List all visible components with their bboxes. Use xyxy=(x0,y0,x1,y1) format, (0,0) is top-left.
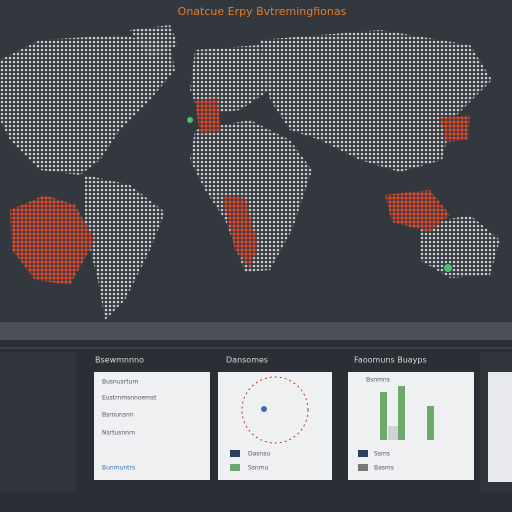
panel-line: Bsnmns xyxy=(366,377,390,384)
south-america xyxy=(85,175,165,320)
map-footer xyxy=(0,322,512,340)
panel-line: Bunmuntrs xyxy=(102,465,135,472)
panel-title: Dansomes xyxy=(226,356,268,365)
legend-swatch xyxy=(230,450,240,457)
panel-3: Faoomuns Buayps Bsnmns Ssms Basms xyxy=(348,356,474,480)
bar xyxy=(380,392,387,440)
panel-line: Eustrnmsnnoemst xyxy=(102,395,157,402)
continents xyxy=(0,25,500,320)
legend-swatch xyxy=(358,464,368,471)
asia xyxy=(260,30,492,172)
sidebar-panel xyxy=(0,352,76,492)
panel-1: Bsewmnnno Busnusrtum Eustrnmsnnoemst Bsr… xyxy=(94,356,210,480)
panel-card xyxy=(94,372,210,480)
panel-line: Bsrounsnn xyxy=(102,412,134,419)
legend-label: Basms xyxy=(374,465,394,472)
marker xyxy=(187,117,193,123)
bar xyxy=(388,426,398,440)
panel-line: Busnusrtum xyxy=(102,379,138,386)
bar xyxy=(427,406,434,440)
panel-line: Nsrtusnnrn xyxy=(102,430,135,437)
bar xyxy=(398,386,405,440)
side-card xyxy=(488,372,512,482)
region-europe xyxy=(195,98,220,134)
legend-swatch xyxy=(230,464,240,471)
marker xyxy=(261,406,267,412)
panel-2: Dansomes Dasnsu Ssnmu xyxy=(218,356,332,480)
dashboard-title: Onatcue Erpy Bvtremingfionas xyxy=(178,5,347,18)
ring-chart xyxy=(241,376,309,444)
africa xyxy=(190,120,312,272)
panel-title: Bsewmnnno xyxy=(95,356,144,365)
legend-label: Dasnsu xyxy=(248,451,270,458)
panel-card xyxy=(218,372,332,480)
north-america xyxy=(0,35,175,175)
legend-label: Ssnmu xyxy=(248,465,269,472)
marker xyxy=(444,264,452,272)
australia xyxy=(420,215,500,278)
panel-card xyxy=(348,372,474,480)
highlighted-regions xyxy=(10,98,470,285)
region-africa xyxy=(222,195,258,268)
region-east-asia xyxy=(440,115,470,142)
legend-label: Ssms xyxy=(374,451,390,458)
greenland xyxy=(130,25,178,58)
region-americas xyxy=(10,195,95,285)
region-southeast-asia xyxy=(385,190,450,232)
panel-title: Faoomuns Buayps xyxy=(354,356,427,365)
europe xyxy=(190,45,270,115)
legend-swatch xyxy=(358,450,368,457)
